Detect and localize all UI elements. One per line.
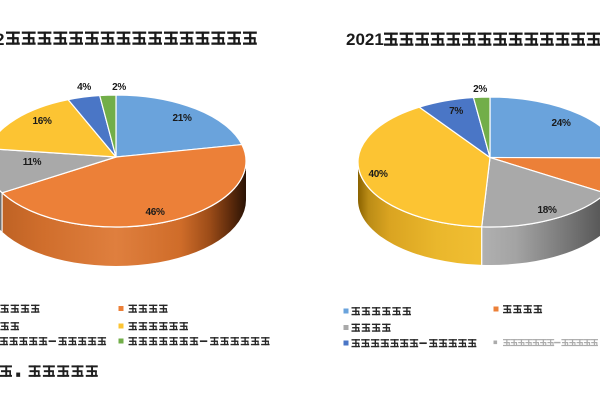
svg-text:21%: 21% (172, 113, 192, 124)
svg-text:16%: 16% (32, 116, 52, 127)
svg-text:2%: 2% (473, 84, 487, 95)
svg-text:2021: 2021 (346, 30, 384, 49)
svg-text:11%: 11% (23, 157, 42, 168)
svg-text:4%: 4% (77, 82, 91, 93)
svg-text:24%: 24% (551, 118, 571, 129)
svg-text:2: 2 (0, 30, 4, 49)
svg-text:46%: 46% (145, 207, 165, 218)
svg-text:7%: 7% (449, 106, 463, 117)
svg-text:40%: 40% (368, 169, 388, 180)
svg-text:18%: 18% (537, 205, 557, 216)
svg-text:2%: 2% (112, 82, 126, 93)
